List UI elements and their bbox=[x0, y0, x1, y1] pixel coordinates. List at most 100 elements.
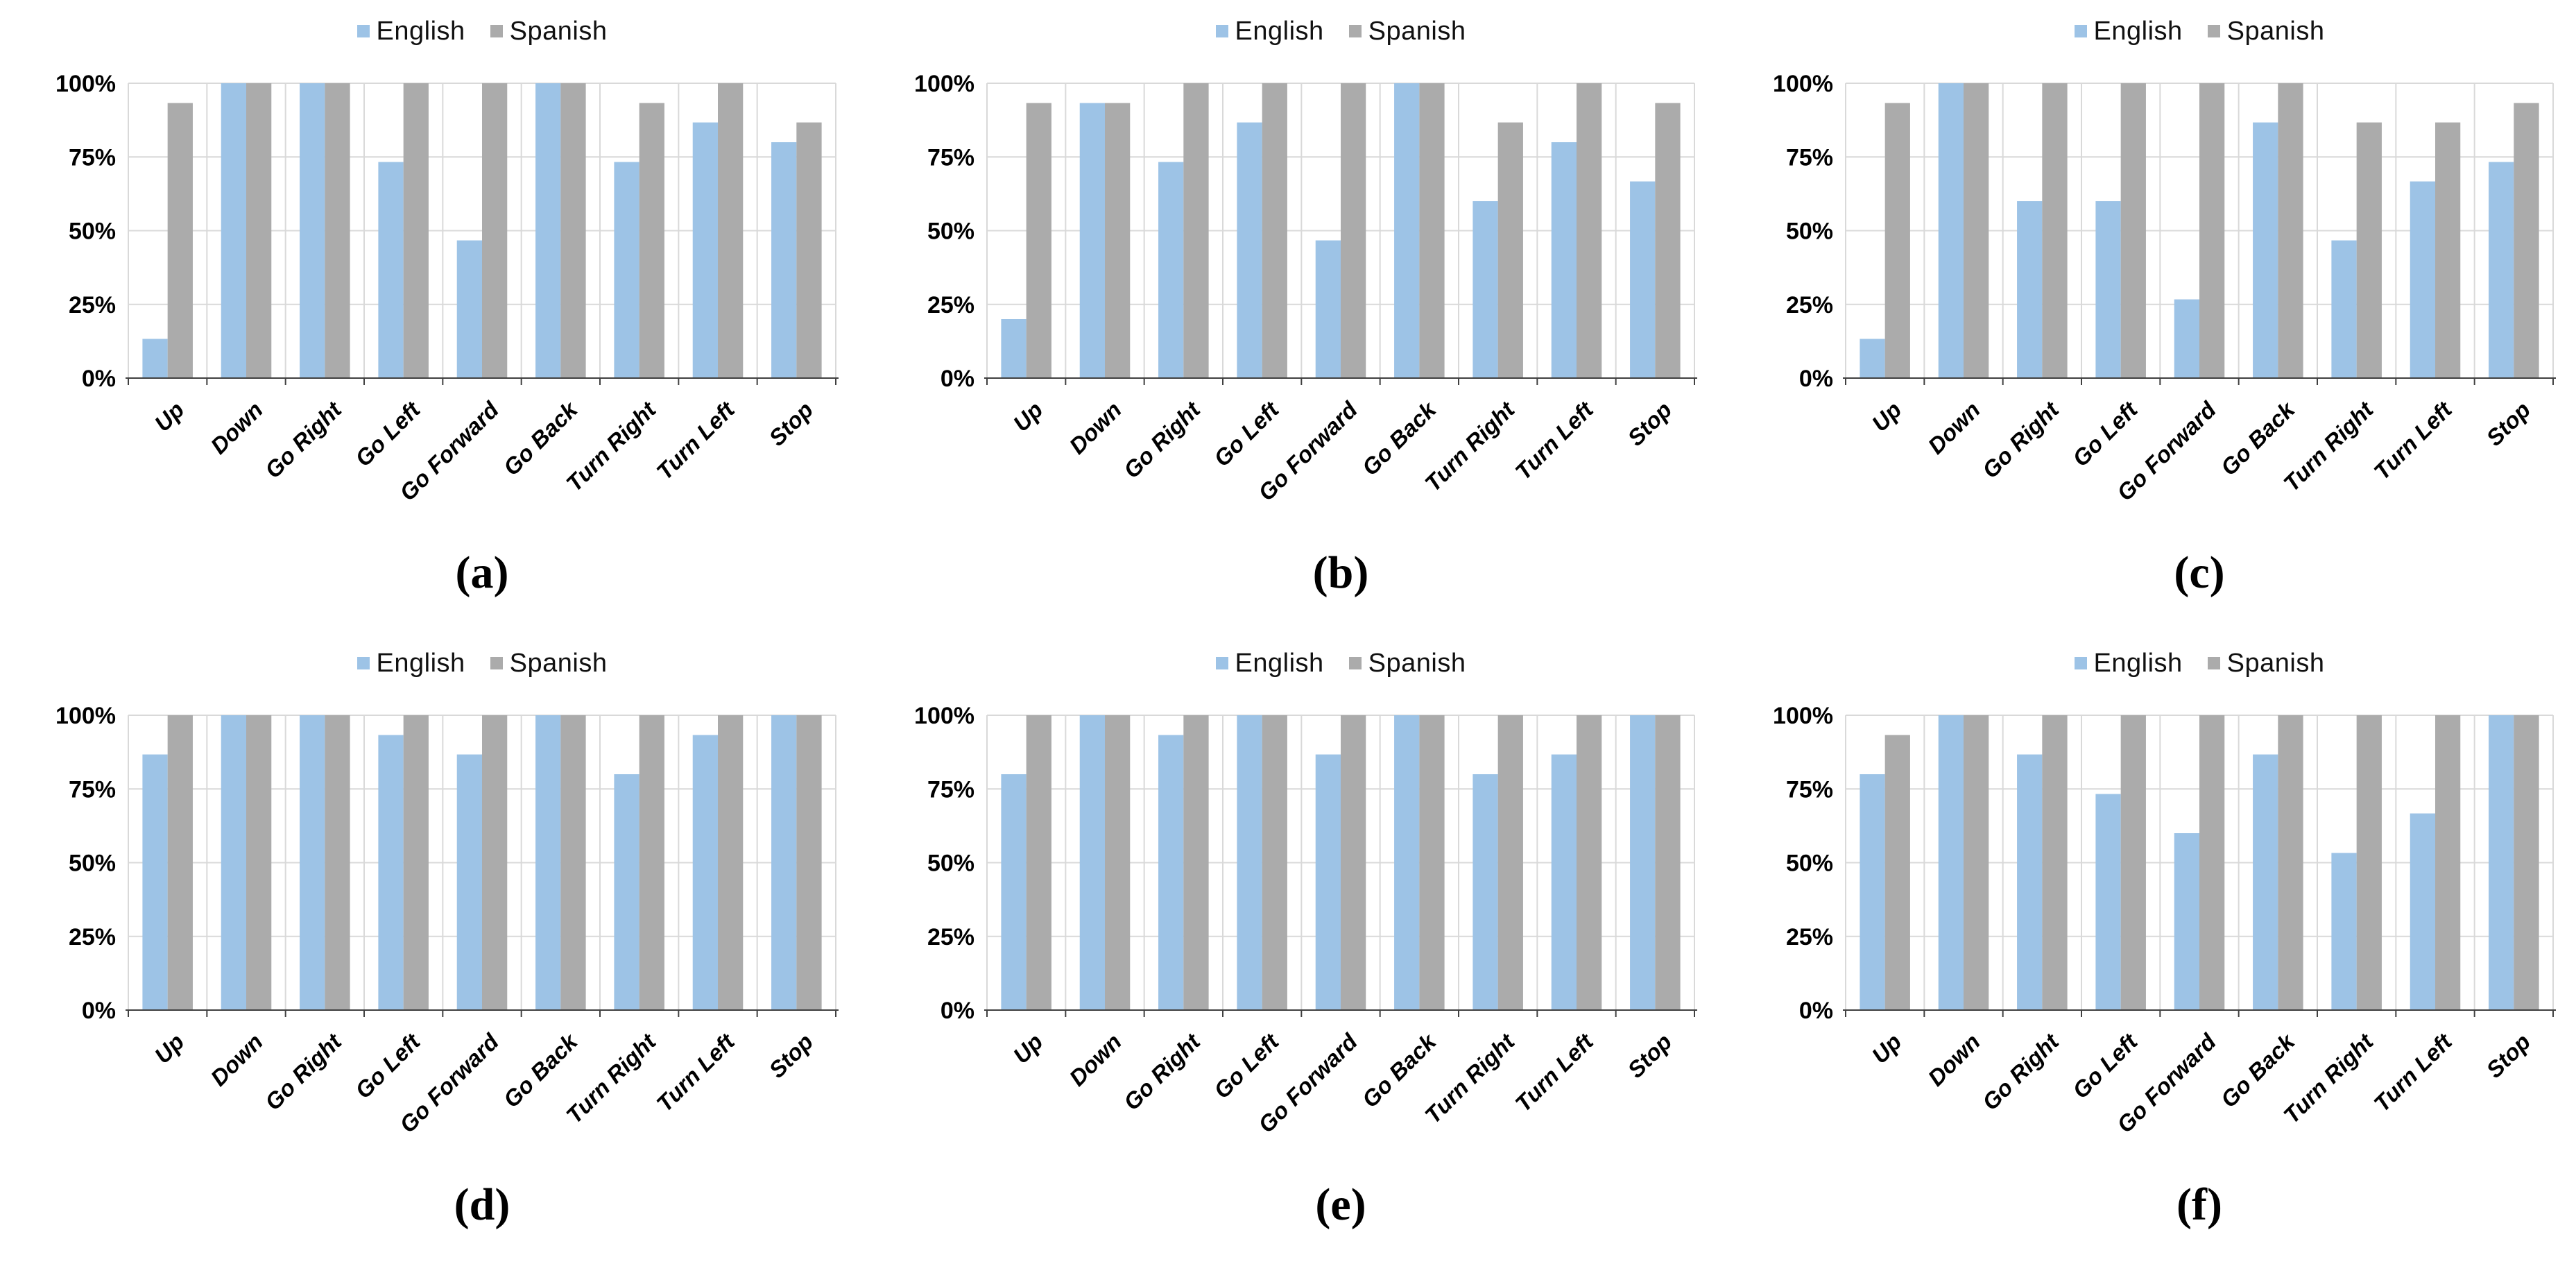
x-category-label: Down bbox=[1923, 1029, 1985, 1091]
chart-panel-f: English Spanish 0% 25% 50% 75% 100% Up Down Go Ri… bbox=[1717, 632, 2576, 1264]
x-category-label: Stop bbox=[764, 397, 818, 451]
bar-english-down bbox=[1938, 715, 1964, 1010]
bar-english-go-right bbox=[1158, 735, 1184, 1010]
x-category-label: Go Right bbox=[1977, 395, 2065, 483]
x-category-label: Turn Left bbox=[1510, 395, 1599, 484]
x-category-label: Turn Left bbox=[651, 1027, 740, 1116]
legend-item-spanish: Spanish bbox=[1348, 649, 1466, 678]
y-tick-label: 75% bbox=[69, 776, 116, 803]
chart-panel-d: English Spanish 0% 25% 50% 75% 100% Up Down Go Ri… bbox=[0, 632, 859, 1264]
y-tick-label: 100% bbox=[1773, 703, 1833, 729]
x-category-label: Go Left bbox=[1209, 395, 1285, 471]
bar-english-turn-right bbox=[614, 774, 639, 1010]
bar-english-stop bbox=[1630, 715, 1656, 1010]
bar-english-turn-left bbox=[692, 122, 718, 378]
x-category-label: Go Left bbox=[350, 1027, 426, 1103]
x-category-label: Go Back bbox=[498, 396, 583, 481]
y-tick-label: 50% bbox=[927, 851, 974, 877]
x-category-label: Up bbox=[149, 1029, 189, 1068]
bar-spanish-down bbox=[1105, 715, 1131, 1010]
bar-spanish-stop bbox=[796, 715, 822, 1010]
bar-spanish-go-back bbox=[2278, 83, 2303, 378]
bar-english-go-back bbox=[2253, 754, 2278, 1010]
legend-item-english: English bbox=[1215, 17, 1324, 46]
legend-swatch-icon bbox=[1215, 25, 1228, 37]
legend-swatch-icon bbox=[1348, 657, 1362, 669]
x-axis bbox=[1843, 1009, 2556, 1017]
x-category-label: Up bbox=[1008, 397, 1047, 436]
bar-spanish-go-back bbox=[560, 83, 586, 378]
legend-label: Spanish bbox=[1368, 16, 1466, 46]
bar-spanish-turn-left bbox=[2435, 715, 2461, 1010]
x-category-label: Up bbox=[1866, 397, 1906, 436]
x-category-label: Go Left bbox=[2068, 395, 2143, 471]
bar-spanish-go-left bbox=[1262, 83, 1287, 378]
y-tick-labels: 0% 25% 50% 75% 100% bbox=[1773, 703, 1833, 1024]
y-tick-label: 75% bbox=[927, 144, 974, 171]
y-tick-label: 100% bbox=[1773, 71, 1833, 97]
legend-label: English bbox=[1235, 648, 1324, 678]
bar-spanish-go-forward bbox=[2199, 715, 2225, 1010]
legend-label: English bbox=[376, 16, 465, 46]
x-category-label: Go Back bbox=[1357, 1028, 1441, 1113]
bar-spanish-go-back bbox=[1419, 83, 1445, 378]
y-tick-label: 0% bbox=[82, 998, 116, 1024]
bar-spanish-go-right bbox=[325, 715, 350, 1010]
bar-english-up bbox=[1001, 319, 1027, 378]
legend-item-spanish: Spanish bbox=[2207, 649, 2325, 678]
legend-label: English bbox=[376, 648, 465, 678]
x-category-label: Stop bbox=[2481, 1029, 2535, 1083]
bar-spanish-go-right bbox=[1183, 83, 1209, 378]
y-tick-label: 25% bbox=[927, 924, 974, 950]
bar-spanish-down bbox=[246, 83, 272, 378]
x-category-label: Go Right bbox=[260, 395, 347, 483]
bar-spanish-go-forward bbox=[1341, 715, 1366, 1010]
bar-spanish-go-back bbox=[2278, 715, 2303, 1010]
legend-label: Spanish bbox=[509, 648, 608, 678]
bar-english-stop bbox=[1630, 181, 1656, 378]
legend: English Spanish bbox=[911, 632, 1717, 694]
bar-spanish-stop bbox=[796, 122, 822, 378]
x-category-label: Go Back bbox=[2215, 1028, 2300, 1113]
bar-english-go-back bbox=[2253, 122, 2278, 378]
bar-english-go-left bbox=[378, 735, 404, 1010]
bar-spanish-go-right bbox=[325, 83, 350, 378]
bar-spanish-up bbox=[1026, 103, 1051, 378]
x-axis bbox=[1843, 377, 2556, 385]
bar-spanish-go-forward bbox=[1341, 83, 1366, 378]
x-category-label: Down bbox=[1064, 397, 1126, 459]
bar-spanish-go-left bbox=[2120, 83, 2146, 378]
bar-english-go-back bbox=[1394, 83, 1420, 378]
y-tick-labels: 0% 25% 50% 75% 100% bbox=[914, 703, 974, 1024]
chart-caption-d: (d) bbox=[454, 1179, 510, 1230]
x-category-label: Go Back bbox=[1357, 396, 1441, 481]
legend-item-english: English bbox=[2074, 17, 2183, 46]
bar-english-go-right bbox=[2017, 201, 2043, 378]
bar-spanish-turn-left bbox=[2435, 122, 2461, 378]
y-tick-labels: 0% 25% 50% 75% 100% bbox=[1773, 71, 1833, 392]
bar-spanish-go-back bbox=[560, 715, 586, 1010]
legend-item-english: English bbox=[2074, 649, 2183, 678]
legend-item-english: English bbox=[357, 17, 465, 46]
y-tick-label: 0% bbox=[1799, 998, 1833, 1024]
x-category-label: Turn Left bbox=[651, 395, 740, 484]
bar-english-turn-left bbox=[692, 735, 718, 1010]
bar-spanish-up bbox=[1884, 103, 1910, 378]
bar-english-down bbox=[1079, 103, 1105, 378]
bar-english-go-back bbox=[535, 715, 561, 1010]
y-tick-label: 100% bbox=[55, 703, 116, 729]
y-tick-label: 0% bbox=[1799, 366, 1833, 392]
bars bbox=[1001, 83, 1681, 378]
x-category-label: Down bbox=[205, 1029, 268, 1091]
y-tick-labels: 0% 25% 50% 75% 100% bbox=[914, 71, 974, 392]
bar-english-go-forward bbox=[1315, 240, 1341, 378]
y-tick-label: 50% bbox=[69, 219, 116, 245]
